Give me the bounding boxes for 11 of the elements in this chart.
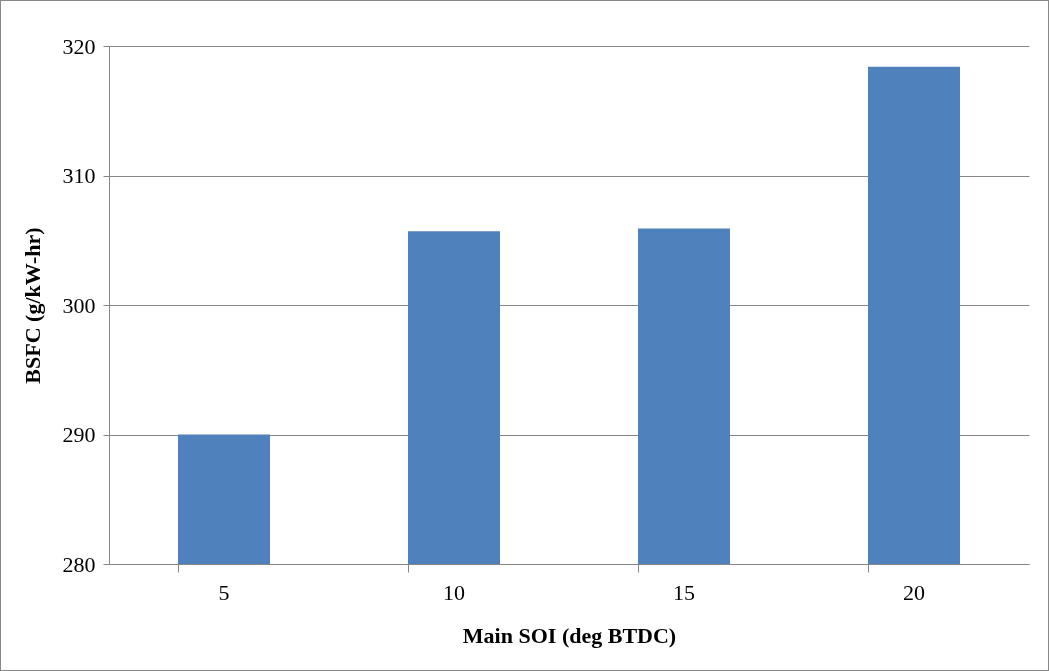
x-axis-title: Main SOI (deg BTDC) xyxy=(462,622,677,648)
x-tick-label: 5 xyxy=(218,579,230,605)
x-tick-label: 10 xyxy=(443,579,465,605)
x-tick-label: 15 xyxy=(673,579,695,605)
y-tick-label: 290 xyxy=(62,422,96,447)
y-tick-label: 320 xyxy=(62,33,96,59)
x-tick-label: 20 xyxy=(903,579,925,605)
y-axis-title: BSFC (g/kW-hr) xyxy=(19,227,45,384)
y-tick-label: 280 xyxy=(62,551,96,577)
y-tick-label: 300 xyxy=(62,292,96,318)
y-tick-label: 310 xyxy=(62,163,96,188)
